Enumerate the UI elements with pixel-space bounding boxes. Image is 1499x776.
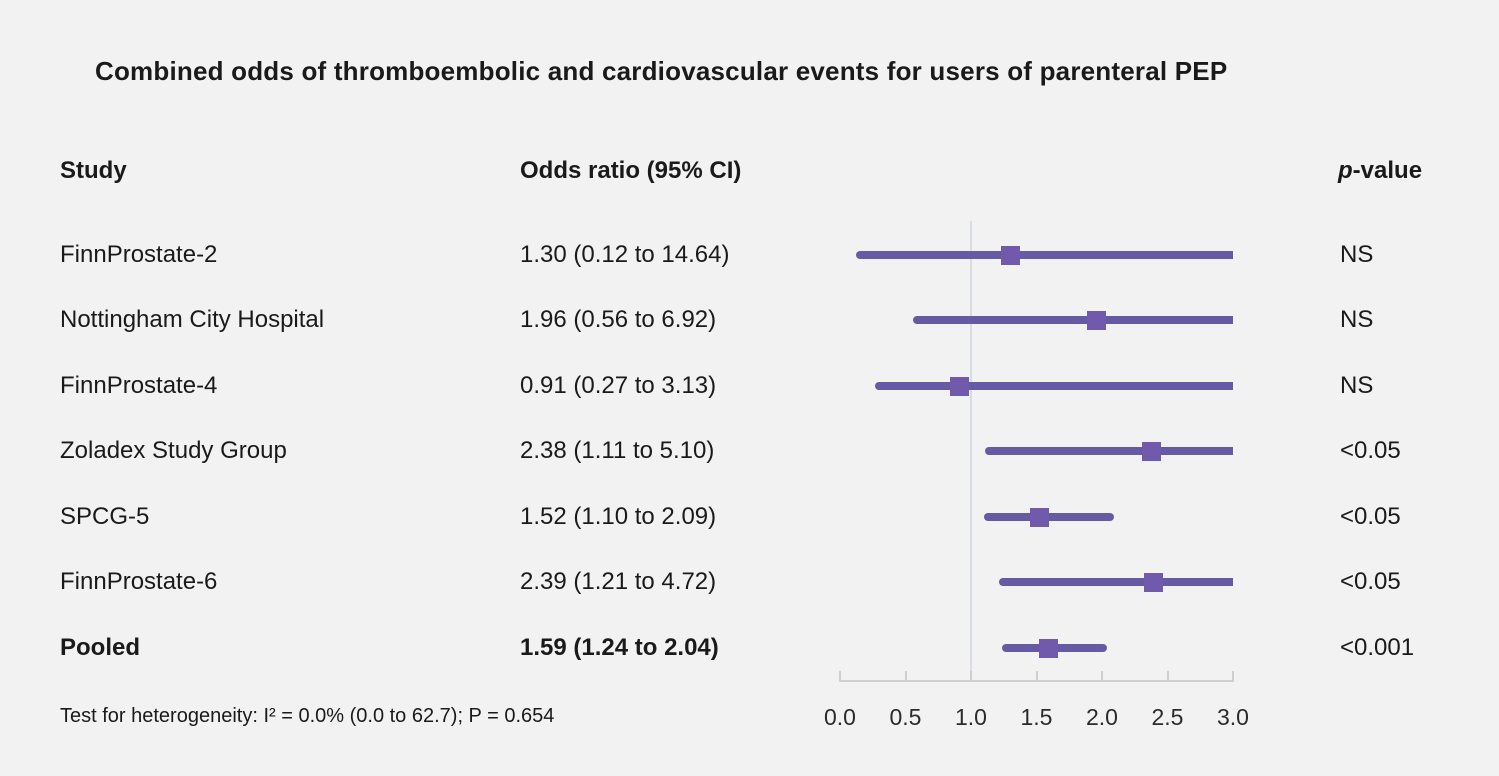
odds-ratio-marker <box>1029 507 1049 527</box>
p-value-header-rest: -value <box>1352 157 1423 184</box>
confidence-interval-line <box>984 513 1114 521</box>
p-value-label: NS <box>1340 241 1374 268</box>
x-axis-tick-label: 2.0 <box>1086 704 1118 730</box>
x-axis-tick <box>1232 671 1234 680</box>
odds-ratio-marker <box>1038 638 1058 658</box>
odds-ratio-label: 2.39 (1.21 to 4.72) <box>520 568 717 595</box>
x-axis-tick <box>904 671 907 680</box>
chart-title: Combined odds of thromboembolic and card… <box>95 56 1228 86</box>
x-axis-line <box>839 680 1234 682</box>
x-axis-tick-label: 1.5 <box>1020 704 1053 730</box>
p-value-label: <0.05 <box>1340 437 1401 464</box>
odds-ratio-marker <box>949 376 969 396</box>
confidence-interval-line <box>913 316 1233 324</box>
heterogeneity-note: Test for heterogeneity: I² = 0.0% (0.0 t… <box>60 705 555 727</box>
column-header-odds-ratio: Odds ratio (95% CI) <box>520 157 742 184</box>
study-label: FinnProstate-4 <box>60 372 218 399</box>
odds-ratio-marker <box>1087 310 1107 330</box>
odds-ratio-marker <box>1000 245 1020 265</box>
x-axis-tick-label: 3.0 <box>1217 704 1249 730</box>
x-axis-tick-label: 0.0 <box>824 704 856 730</box>
odds-ratio-marker <box>1142 441 1162 461</box>
x-axis-tick <box>970 671 972 680</box>
p-value-header-italic-p: p <box>1338 157 1353 184</box>
odds-ratio-label: 1.59 (1.24 to 2.04) <box>520 634 719 661</box>
p-value-label: <0.05 <box>1340 568 1401 595</box>
odds-ratio-label: 1.96 (0.56 to 6.92) <box>520 306 717 333</box>
p-value-label: <0.001 <box>1340 634 1415 661</box>
confidence-interval-line <box>855 251 1233 259</box>
study-label: Pooled <box>60 634 141 661</box>
column-header-p-value: p-value <box>1338 156 1422 186</box>
x-axis-tick-label: 1.0 <box>955 704 987 730</box>
study-label: FinnProstate-6 <box>60 568 218 595</box>
x-axis-tick <box>1101 671 1103 680</box>
study-label: SPCG-5 <box>60 503 150 530</box>
confidence-interval-line <box>875 382 1233 390</box>
confidence-interval-line <box>998 578 1233 586</box>
study-label: FinnProstate-2 <box>60 241 218 268</box>
x-axis-tick <box>839 671 841 680</box>
p-value-label: NS <box>1340 372 1374 399</box>
odds-ratio-label: 1.52 (1.10 to 2.09) <box>520 503 717 530</box>
x-axis-tick-label: 2.5 <box>1151 704 1184 730</box>
odds-ratio-label: 2.38 (1.11 to 5.10) <box>520 437 715 464</box>
odds-ratio-label: 0.91 (0.27 to 3.13) <box>520 372 717 399</box>
confidence-interval-line <box>985 447 1233 455</box>
p-value-label: <0.05 <box>1340 503 1401 530</box>
column-header-study: Study <box>60 157 127 184</box>
odds-ratio-marker <box>1143 572 1163 592</box>
reference-line <box>970 221 972 681</box>
x-axis-tick-label: 0.5 <box>889 704 922 730</box>
odds-ratio-label: 1.30 (0.12 to 14.64) <box>520 241 730 268</box>
x-axis-tick <box>1166 671 1169 680</box>
x-axis-tick <box>1035 671 1038 680</box>
p-value-label: NS <box>1340 306 1374 333</box>
study-label: Nottingham City Hospital <box>60 306 325 333</box>
study-label: Zoladex Study Group <box>60 437 287 464</box>
